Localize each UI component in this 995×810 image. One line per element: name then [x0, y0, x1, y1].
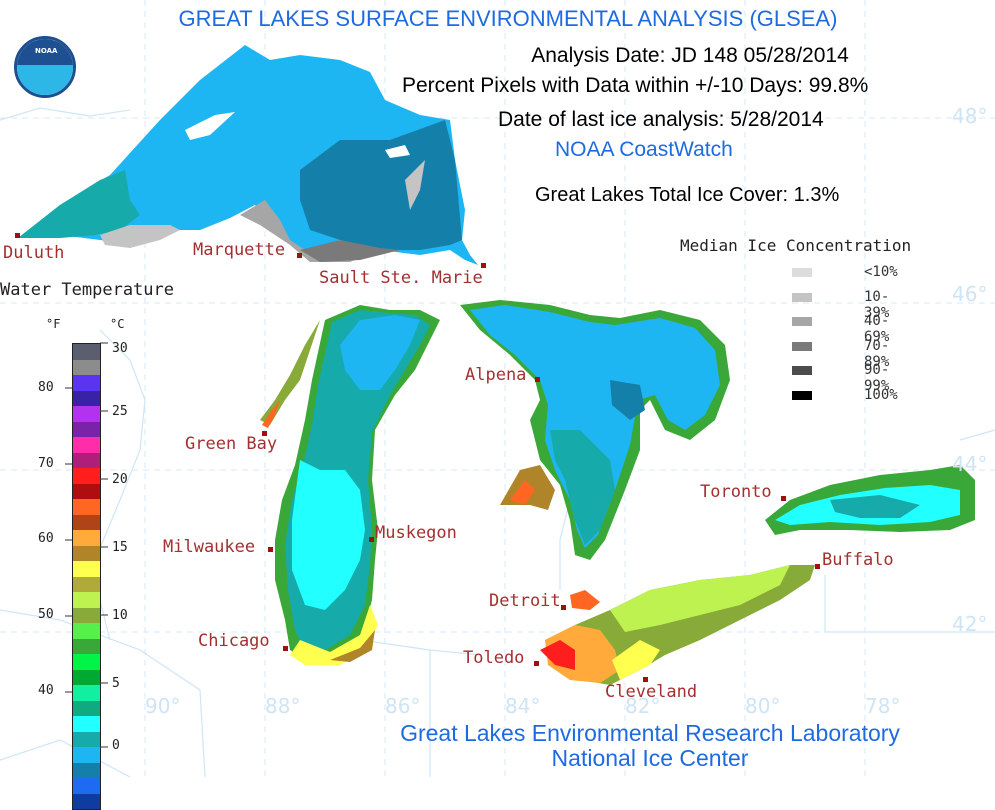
city-label-toronto: Toronto	[700, 482, 772, 502]
last-ice-analysis: Date of last ice analysis: 5/28/2014	[498, 108, 824, 131]
city-marker-icon	[643, 677, 648, 682]
lat-label-48: 48°	[952, 104, 988, 128]
lon-label-88: 88°	[265, 694, 301, 718]
credit-glerl: Great Lakes Environmental Research Labor…	[400, 720, 900, 746]
lat-label-46: 46°	[952, 282, 988, 306]
f-tick-60: 60	[38, 531, 54, 546]
city-marker-icon	[262, 431, 267, 436]
ice-swatch-icon	[792, 342, 812, 351]
ice-swatch-icon	[792, 293, 812, 302]
lake-huron	[460, 300, 730, 560]
lat-label-42: 42°	[952, 612, 988, 636]
city-marker-icon	[283, 646, 288, 651]
lake-ontario	[765, 465, 975, 535]
city-marker-icon	[369, 537, 374, 542]
city-marker-icon	[15, 233, 20, 238]
noaa-logo: NOAA	[14, 36, 76, 98]
ice-legend-title: Median Ice Concentration	[680, 236, 912, 255]
city-marker-icon	[815, 564, 820, 569]
lon-label-90: 90°	[145, 694, 181, 718]
city-label-alpena: Alpena	[465, 365, 527, 385]
ice-swatch-icon	[792, 366, 812, 375]
page-title: GREAT LAKES SURFACE ENVIRONMENTAL ANALYS…	[178, 6, 838, 31]
f-tick-40: 40	[38, 683, 54, 698]
city-marker-icon	[268, 547, 273, 552]
ice-swatch-icon	[792, 268, 812, 277]
city-marker-icon	[297, 253, 302, 258]
lon-label-84: 84°	[505, 694, 541, 718]
logo-bottom	[17, 65, 73, 95]
c-tick-0: 0	[112, 738, 120, 753]
ice-legend-label: 70-89%	[864, 338, 890, 370]
lon-label-86: 86°	[385, 694, 421, 718]
lon-label-82: 82°	[625, 694, 661, 718]
f-tick-50: 50	[38, 607, 54, 622]
lakes-map	[0, 0, 995, 777]
ice-legend-label: 10-39%	[864, 289, 890, 321]
c-tick-10: 10	[112, 608, 128, 623]
ice-legend-label: <10%	[864, 264, 898, 280]
city-label-green-bay: Green Bay	[185, 434, 278, 454]
f-tick-70: 70	[38, 456, 54, 471]
credit-nic: National Ice Center	[551, 745, 749, 771]
logo-top	[17, 39, 73, 67]
ice-swatch-icon	[792, 317, 812, 326]
colorbar-ticks	[65, 342, 108, 748]
lon-label-78: 78°	[865, 694, 901, 718]
ice-legend-label: 90-99%	[864, 362, 890, 394]
city-marker-icon	[535, 377, 540, 382]
city-marker-icon	[534, 661, 539, 666]
lat-label-44: 44°	[952, 452, 988, 476]
city-label-muskegon: Muskegon	[375, 523, 457, 543]
lake-michigan	[260, 305, 440, 665]
city-label-buffalo: Buffalo	[822, 550, 894, 570]
city-label-detroit: Detroit	[489, 591, 561, 611]
city-label-duluth: Duluth	[3, 243, 65, 263]
lake-superior	[18, 45, 478, 265]
ice-legend-label: 100%	[864, 387, 898, 403]
analysis-date: Analysis Date: JD 148 05/28/2014	[531, 44, 849, 67]
logo-text: NOAA	[35, 47, 58, 55]
city-label-cleveland: Cleveland	[605, 682, 698, 702]
state-borders	[0, 107, 995, 777]
c-tick-25: 25	[112, 404, 128, 419]
f-tick-80: 80	[38, 380, 54, 395]
city-label-marquette: Marquette	[193, 240, 286, 260]
percent-pixels: Percent Pixels with Data within +/-10 Da…	[402, 74, 869, 97]
lon-label-80: 80°	[745, 694, 781, 718]
ice-legend-label: 40-69%	[864, 313, 890, 345]
city-marker-icon	[561, 605, 566, 610]
ice-swatch-icon	[792, 391, 812, 400]
c-tick-5: 5	[112, 676, 120, 691]
lake-erie	[540, 565, 815, 685]
unit-c-label: °C	[110, 317, 125, 331]
city-label-toledo: Toledo	[463, 648, 525, 668]
c-tick-20: 20	[112, 472, 128, 487]
total-ice-cover: Great Lakes Total Ice Cover: 1.3%	[535, 184, 840, 206]
temp-legend-title: Water Temperature	[0, 280, 174, 300]
c-tick-15: 15	[112, 540, 128, 555]
city-marker-icon	[781, 496, 786, 501]
city-label-sault-ste-marie: Sault Ste. Marie	[319, 268, 483, 288]
city-label-milwaukee: Milwaukee	[163, 537, 256, 557]
city-label-chicago: Chicago	[198, 631, 270, 651]
city-marker-icon	[481, 263, 486, 268]
coastwatch-label: NOAA CoastWatch	[555, 138, 733, 161]
c-tick-30: 30	[112, 341, 128, 356]
unit-f-label: °F	[46, 317, 61, 331]
